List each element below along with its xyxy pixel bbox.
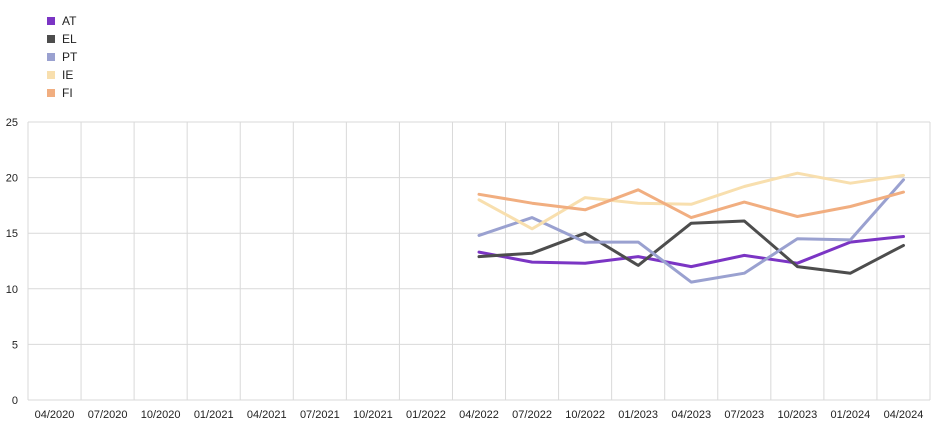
x-axis-ticks: 04/2020 07/2020 10/2020 01/2021 04/2021 07/20… (35, 409, 924, 421)
legend-item-pt: PT (47, 48, 77, 66)
x-tick-label: 01/2024 (831, 409, 871, 421)
x-tick-label: 10/2020 (141, 409, 181, 421)
legend-item-at: AT (47, 12, 77, 30)
legend-label: PT (62, 50, 78, 64)
legend-item-el: EL (47, 30, 77, 48)
series-lines (477, 171, 905, 284)
y-tick-label: 10 (6, 284, 18, 296)
y-tick-label: 20 (6, 173, 18, 185)
series-line-el (477, 219, 905, 275)
x-tick-label: 10/2023 (777, 409, 817, 421)
y-tick-label: 25 (6, 117, 18, 129)
x-tick-label: 01/2022 (406, 409, 446, 421)
legend-item-fi: FI (47, 84, 77, 102)
x-tick-label: 10/2021 (353, 409, 393, 421)
legend-swatch (47, 71, 55, 79)
x-tick-label: 04/2023 (671, 409, 711, 421)
x-tick-label: 04/2024 (884, 409, 924, 421)
series-line-pt (477, 178, 905, 284)
x-tick-label: 10/2022 (565, 409, 605, 421)
x-tick-label: 04/2021 (247, 409, 287, 421)
chart-grid (27, 121, 931, 401)
series-line-fi (477, 188, 905, 220)
x-tick-label: 04/2022 (459, 409, 499, 421)
chart-legend: AT EL PT IE FI (47, 12, 77, 102)
series-line-at (477, 235, 905, 269)
x-tick-label: 01/2023 (618, 409, 658, 421)
x-tick-label: 07/2020 (88, 409, 128, 421)
legend-label: EL (62, 32, 77, 46)
legend-swatch (47, 17, 55, 25)
x-tick-label: 07/2021 (300, 409, 340, 421)
y-tick-label: 5 (12, 339, 18, 351)
x-tick-label: 07/2022 (512, 409, 552, 421)
legend-swatch (47, 35, 55, 43)
y-tick-label: 0 (12, 395, 18, 407)
legend-swatch (47, 53, 55, 61)
legend-item-ie: IE (47, 66, 77, 84)
x-tick-label: 07/2023 (724, 409, 764, 421)
y-axis-ticks: 0 5 10 15 20 25 (6, 117, 18, 407)
series-line-ie (477, 171, 905, 231)
legend-label: IE (62, 68, 74, 82)
y-tick-label: 15 (6, 228, 18, 240)
legend-swatch (47, 89, 55, 97)
legend-label: FI (62, 86, 73, 100)
legend-label: AT (62, 14, 77, 28)
x-tick-label: 04/2020 (35, 409, 75, 421)
x-tick-label: 01/2021 (194, 409, 234, 421)
